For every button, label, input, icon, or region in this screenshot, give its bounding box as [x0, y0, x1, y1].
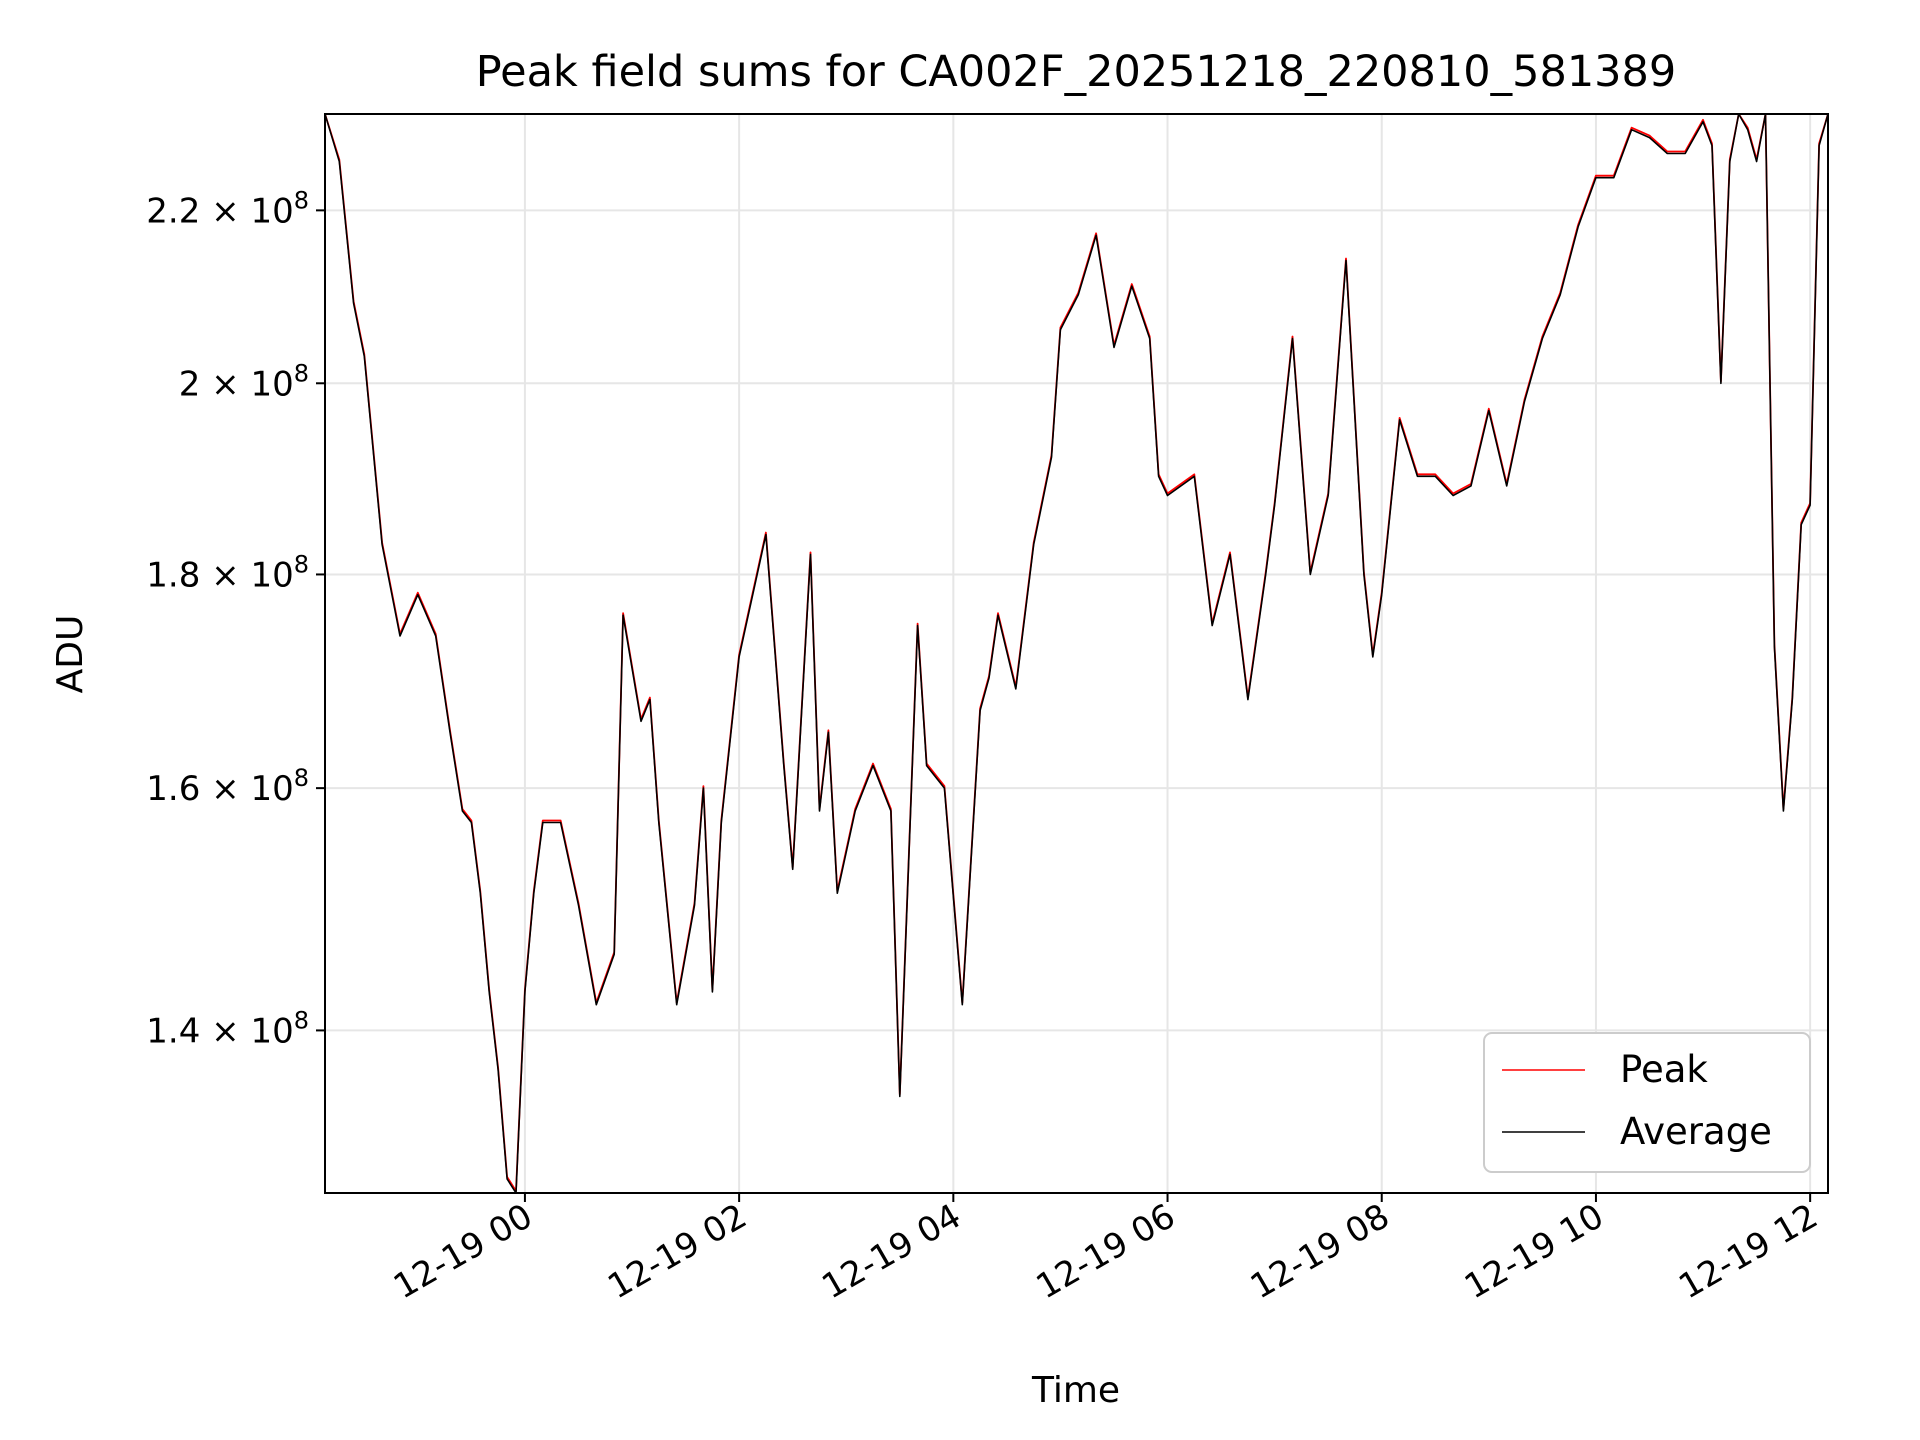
chart-title: Peak field sums for CA002F_20251218_2208…	[476, 47, 1677, 97]
legend-box	[1483, 1032, 1811, 1173]
legend-label-average: Average	[1620, 1110, 1772, 1153]
y-tick-label: 1.6 × 108	[146, 764, 309, 809]
y-tick-label: 2 × 108	[179, 359, 309, 404]
series-line-average	[324, 113, 1829, 1194]
legend: Peak Average	[1483, 1032, 1811, 1173]
y-tick-label: 2.2 × 108	[146, 186, 309, 231]
legend-label-peak: Peak	[1620, 1048, 1708, 1091]
y-axis-ticks: 1.4 × 108 1.6 × 108 1.8 × 108 2 × 108 2.2 × …	[146, 186, 325, 1051]
y-axis-title: ADU	[50, 615, 91, 694]
x-axis-title: Time	[1031, 1370, 1120, 1411]
y-tick-label: 1.8 × 108	[146, 550, 309, 595]
series-lines	[324, 113, 1829, 1194]
y-tick-label: 1.4 × 108	[146, 1006, 309, 1051]
plot-frame	[324, 113, 1829, 1194]
